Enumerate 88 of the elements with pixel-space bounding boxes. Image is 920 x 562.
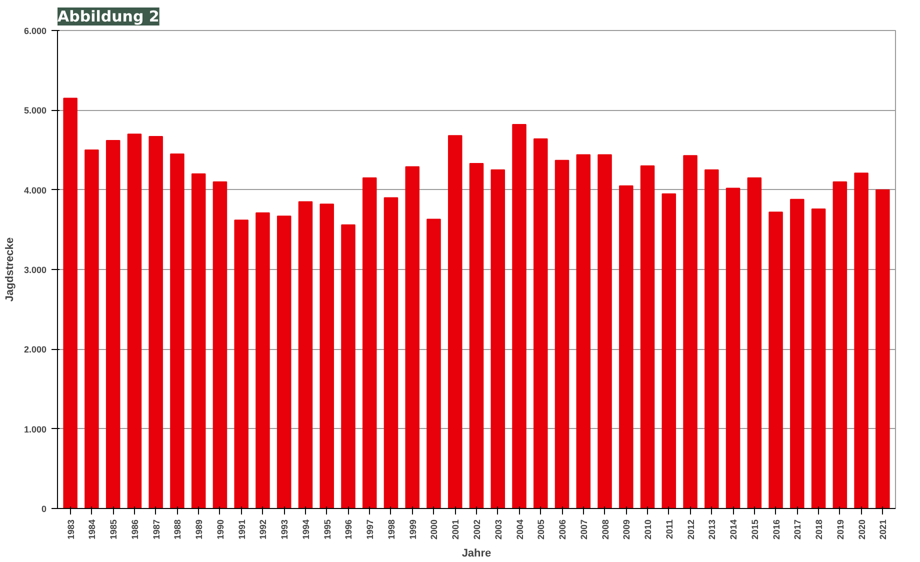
bar <box>619 185 634 508</box>
bar <box>127 134 142 508</box>
x-axis-title: Jahre <box>462 548 492 560</box>
bar <box>576 154 591 508</box>
bar <box>341 224 356 508</box>
x-tick-label: 2021 <box>878 519 888 540</box>
bar <box>170 153 184 508</box>
bar <box>662 193 676 508</box>
x-tick-label: 2012 <box>686 519 696 540</box>
bar <box>640 165 655 508</box>
x-tick-label: 1991 <box>236 519 247 540</box>
x-tick-label: 1993 <box>280 519 290 540</box>
chart-title: Abbildung 2 <box>58 8 160 26</box>
x-tick-label: 2010 <box>643 519 654 540</box>
bar <box>854 172 868 508</box>
bar <box>362 177 377 508</box>
bar <box>448 135 462 508</box>
bar <box>276 216 292 508</box>
x-tick-label: 1992 <box>258 519 268 540</box>
x-tick-label: 1996 <box>344 519 354 540</box>
bar <box>256 212 270 508</box>
y-tick-label: 6.000 <box>24 26 47 36</box>
bar <box>84 150 99 508</box>
bar <box>320 204 334 508</box>
y-tick-label: 1.000 <box>24 424 47 434</box>
bar <box>704 169 719 508</box>
bar <box>534 138 548 508</box>
bar <box>63 98 78 508</box>
x-tick-label: 2018 <box>814 519 824 540</box>
bar <box>298 201 313 508</box>
bar <box>876 189 890 508</box>
x-tick-label: 1984 <box>87 519 98 540</box>
y-tick-label: 3.000 <box>24 265 47 275</box>
x-tick-label: 2006 <box>558 519 568 540</box>
x-tick-label: 1994 <box>300 519 311 540</box>
x-tick-label: 2001 <box>450 519 461 540</box>
x-tick-label: 2008 <box>600 519 610 540</box>
x-tick-label: 2017 <box>792 519 803 540</box>
bar <box>490 169 506 508</box>
x-tick-label: 2002 <box>472 519 482 540</box>
x-tick-label: 1995 <box>322 519 332 540</box>
x-tick-label: 1998 <box>386 519 396 540</box>
x-tick-label: 1988 <box>172 519 183 540</box>
x-tick-label: 2013 <box>707 519 718 540</box>
bar <box>790 198 804 508</box>
bar <box>148 136 163 508</box>
x-tick-label: 2016 <box>771 519 782 540</box>
x-tick-label: 2020 <box>856 519 867 540</box>
x-tick-label: 2000 <box>429 519 440 540</box>
x-tick-label: 2019 <box>835 519 846 540</box>
x-tick-label: 1999 <box>408 519 418 540</box>
bar <box>683 155 698 508</box>
x-tick-label: 1985 <box>108 519 119 540</box>
x-tick-label: 2007 <box>578 519 589 540</box>
bar <box>832 181 848 508</box>
x-tick-label: 1983 <box>66 519 76 540</box>
x-tick-label: 1989 <box>194 519 204 540</box>
bar <box>811 208 826 508</box>
bar <box>747 177 762 508</box>
x-tick-label: 1990 <box>215 519 226 540</box>
x-tick-label: 2015 <box>750 519 760 540</box>
bar <box>234 220 248 508</box>
bar <box>554 160 570 508</box>
x-tick-label: 2005 <box>536 519 546 540</box>
bar <box>598 154 612 508</box>
bar <box>191 173 206 508</box>
x-tick-label: 1986 <box>130 519 140 540</box>
y-tick-label: 5.000 <box>24 106 47 116</box>
y-axis-title: Jagdstrecke <box>4 237 16 302</box>
x-tick-label: 1987 <box>151 519 162 540</box>
x-tick-label: 2004 <box>514 519 525 540</box>
bar <box>426 218 441 508</box>
x-tick-label: 2014 <box>728 519 739 540</box>
x-tick-label: 1997 <box>365 519 376 540</box>
y-tick-label: 2.000 <box>24 344 47 355</box>
x-tick-label: 2011 <box>664 519 674 540</box>
bar <box>405 166 420 508</box>
x-tick-label: 2003 <box>493 519 504 540</box>
bar <box>469 163 484 508</box>
x-tick-label: 2009 <box>622 519 632 540</box>
bar <box>106 140 120 508</box>
bar <box>726 188 740 508</box>
y-tick-label: 0 <box>41 504 47 514</box>
y-tick-label: 4.000 <box>24 185 47 196</box>
bar <box>768 212 783 508</box>
bar <box>384 197 398 508</box>
bar <box>212 181 228 508</box>
bar <box>512 124 526 508</box>
